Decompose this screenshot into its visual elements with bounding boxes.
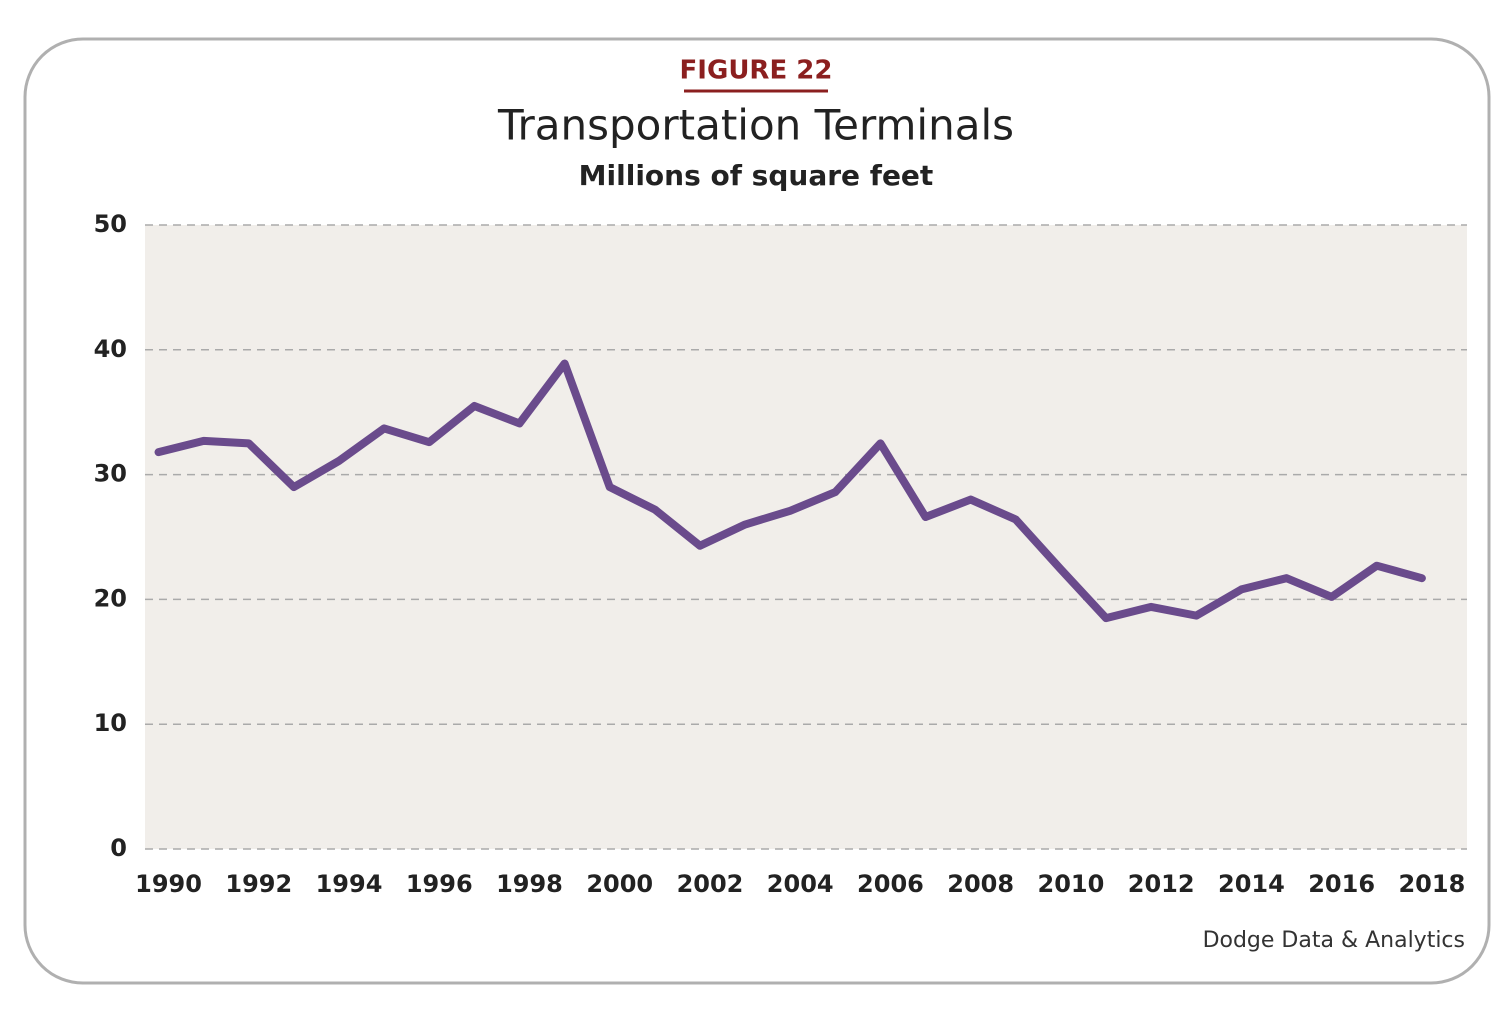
x-tick-label: 2002	[677, 870, 744, 898]
x-tick-label: 1990	[135, 870, 202, 898]
x-tick-label: 1994	[316, 870, 383, 898]
y-tick-label: 10	[94, 709, 127, 737]
data-line	[154, 359, 1426, 623]
chart-title: Transportation Terminals	[497, 101, 1014, 150]
y-tick-label: 0	[110, 834, 127, 862]
x-tick-label: 2006	[857, 870, 924, 898]
y-tick-label: 40	[94, 335, 127, 363]
y-tick-label: 50	[94, 210, 127, 238]
x-tick-label: 2008	[947, 870, 1014, 898]
figure-label: FIGURE 22	[680, 56, 833, 86]
x-tick-label: 2016	[1308, 870, 1375, 898]
chart-subtitle: Millions of square feet	[579, 159, 934, 192]
plot-area	[145, 225, 1467, 849]
y-tick-label: 20	[94, 584, 127, 612]
x-tick-label: 2012	[1128, 870, 1195, 898]
source: Dodge Data & Analytics	[1203, 928, 1465, 953]
x-tick-label: 2000	[586, 870, 653, 898]
x-tick-label: 1996	[406, 870, 473, 898]
x-tick-label: 1998	[496, 870, 563, 898]
y-tick-label: 30	[94, 460, 127, 488]
x-tick-label: 2014	[1218, 870, 1285, 898]
x-tick-label: 2010	[1038, 870, 1105, 898]
x-tick-label: 2004	[767, 870, 834, 898]
x-tick-label: 1992	[225, 870, 292, 898]
x-tick-label: 2018	[1398, 870, 1465, 898]
